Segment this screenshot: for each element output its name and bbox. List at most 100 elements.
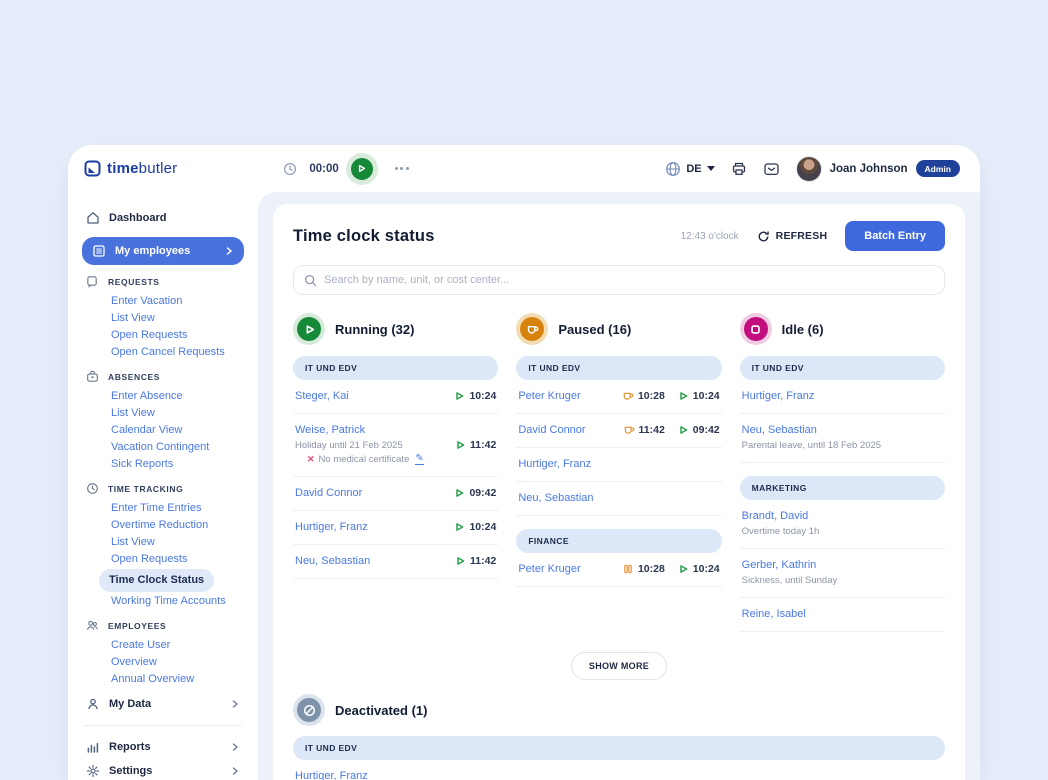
sidebar-item-open-requests[interactable]: Open Requests (111, 553, 188, 565)
time-entry: 09:42 (453, 487, 496, 499)
sidebar-item-list-view[interactable]: List View (111, 407, 155, 419)
sidebar-item-sick-reports[interactable]: Sick Reports (111, 458, 174, 470)
employee-name-link[interactable]: Hurtiger, Franz (741, 390, 815, 402)
user-name: Joan Johnson (829, 162, 908, 175)
home-icon (87, 212, 99, 224)
sidebar-item-vacation-contingent[interactable]: Vacation Contingent (111, 441, 210, 453)
search-bar[interactable] (293, 265, 945, 295)
sidebar-item-my-data[interactable]: My Data (82, 692, 244, 716)
messages-button[interactable] (763, 161, 780, 177)
sidebar-item-dashboard[interactable]: Dashboard (82, 206, 244, 230)
employee-name-link[interactable]: Peter Kruger (518, 563, 581, 575)
employee-info: Peter Kruger (518, 390, 580, 402)
warning-text: No medical certificate (318, 454, 410, 465)
more-menu-icon[interactable] (394, 167, 409, 170)
print-button[interactable] (731, 161, 747, 177)
employee-name-link[interactable]: Peter Kruger (518, 390, 581, 402)
time-value: 11:42 (470, 555, 497, 567)
sidebar-item-working-time-accounts[interactable]: Working Time Accounts (111, 595, 226, 607)
sidebar-item-settings[interactable]: Settings (82, 759, 244, 780)
employee-row: Brandt, David Overtime today 1h (739, 500, 945, 549)
timer-value: 00:00 (309, 162, 339, 175)
sidebar-item-time-clock-status[interactable]: Time Clock Status (99, 569, 215, 592)
employee-name-link[interactable]: Hurtiger, Franz (295, 521, 368, 533)
sidebar-item-list-view[interactable]: List View (111, 312, 155, 324)
person-icon (88, 698, 98, 710)
start-timer-button[interactable] (350, 157, 373, 180)
mail-icon (763, 162, 779, 175)
status-circle (743, 317, 768, 341)
status-title: Idle (6) (781, 321, 824, 337)
status-circle (297, 698, 321, 722)
employee-note: Holiday until 21 Feb 2025 (295, 440, 403, 451)
chevron-right-icon (230, 766, 240, 776)
batch-entry-button[interactable]: Batch Entry (845, 221, 945, 251)
time-value: 10:24 (692, 563, 720, 575)
sidebar-item-enter-absence[interactable]: Enter Absence (111, 390, 183, 402)
employee-info: Peter Kruger (518, 563, 580, 575)
refresh-button[interactable]: REFRESH (757, 230, 828, 243)
employee-note: Parental leave, until 18 Feb 2025 (741, 440, 882, 451)
sidebar-item-enter-vacation[interactable]: Enter Vacation (111, 295, 183, 307)
chevron-right-icon (230, 742, 240, 752)
status-header: Deactivated (1) (293, 698, 945, 722)
employee-name-link[interactable]: Neu, Sebastian (518, 492, 594, 504)
cup-icon (527, 325, 539, 334)
employee-name-link[interactable]: David Connor (295, 487, 363, 499)
sidebar-item-overtime-reduction[interactable]: Overtime Reduction (111, 519, 209, 531)
page-title: Time clock status (293, 226, 435, 245)
edit-icon[interactable]: ✎ (415, 453, 424, 465)
language-label: DE (686, 162, 702, 175)
employee-info: Hurtiger, Franz (295, 770, 368, 780)
employee-info: David Connor (518, 424, 585, 436)
play-icon (306, 324, 314, 334)
sidebar-item-reports[interactable]: Reports (82, 735, 244, 759)
unit-group-header: IT UND EDV (516, 356, 722, 380)
search-input[interactable] (324, 274, 934, 286)
employee-info: Brandt, David Overtime today 1h (742, 510, 820, 537)
employee-name-link[interactable]: Brandt, David (741, 510, 809, 522)
sidebar-label: Dashboard (109, 212, 167, 224)
employee-name-link[interactable]: Gerber, Kathrin (741, 559, 817, 571)
sidebar-item-annual-overview[interactable]: Annual Overview (111, 673, 195, 685)
employee-name-link[interactable]: Steger, Kai (295, 390, 349, 402)
sidebar-item-open-cancel-requests[interactable]: Open Cancel Requests (111, 346, 225, 358)
language-selector[interactable]: DE (665, 161, 715, 177)
top-bar: timebutler 00:00 DE (68, 145, 980, 192)
play-icon (680, 565, 688, 573)
brand-logo: timebutler (84, 160, 177, 177)
sidebar-item-calendar-view[interactable]: Calendar View (111, 424, 183, 436)
time-entries: 10:28 10:24 (622, 563, 720, 575)
sidebar-item-enter-time-entries[interactable]: Enter Time Entries (111, 502, 202, 514)
section-title: ABSENCES (108, 371, 161, 382)
employee-name-link[interactable]: Hurtiger, Franz (518, 458, 592, 470)
show-more-button[interactable]: SHOW MORE (570, 652, 668, 680)
unit-group-header: IT UND EDV (739, 356, 945, 380)
employee-name-link[interactable]: Reine, Isabel (741, 608, 806, 620)
employee-info: Neu, Sebastian (518, 492, 593, 504)
sidebar-item-my-employees[interactable]: My employees (82, 237, 244, 265)
time-entry: 10:24 (677, 390, 720, 402)
absence-icon (87, 370, 98, 382)
employee-name-link[interactable]: Neu, Sebastian (741, 424, 817, 436)
employee-name-link[interactable]: Hurtiger, Franz (295, 770, 368, 780)
chevron-right-icon (230, 699, 240, 709)
sidebar-item-open-requests[interactable]: Open Requests (111, 329, 188, 341)
employee-row: Reine, Isabel (739, 598, 945, 632)
employee-name-link[interactable]: Weise, Patrick (295, 424, 366, 436)
time-entry: 11:42 (623, 424, 665, 436)
employee-row: Weise, Patrick Holiday until 21 Feb 2025 … (293, 414, 499, 477)
employee-name-link[interactable]: David Connor (518, 424, 586, 436)
employee-name-link[interactable]: Neu, Sebastian (295, 555, 371, 567)
time-value: 10:28 (637, 563, 665, 575)
time-value: 10:28 (637, 390, 665, 402)
user-menu[interactable]: Joan Johnson Admin (795, 155, 960, 182)
sidebar-item-overview[interactable]: Overview (111, 656, 157, 668)
printer-icon (732, 162, 745, 175)
time-entry: 10:28 (622, 563, 665, 575)
sidebar-item-list-view[interactable]: List View (111, 536, 155, 548)
stop-icon (751, 324, 760, 334)
employee-row: Hurtiger, Franz (739, 380, 945, 414)
time-entries: 11:42 (454, 439, 496, 451)
sidebar-item-create-user[interactable]: Create User (111, 639, 171, 651)
